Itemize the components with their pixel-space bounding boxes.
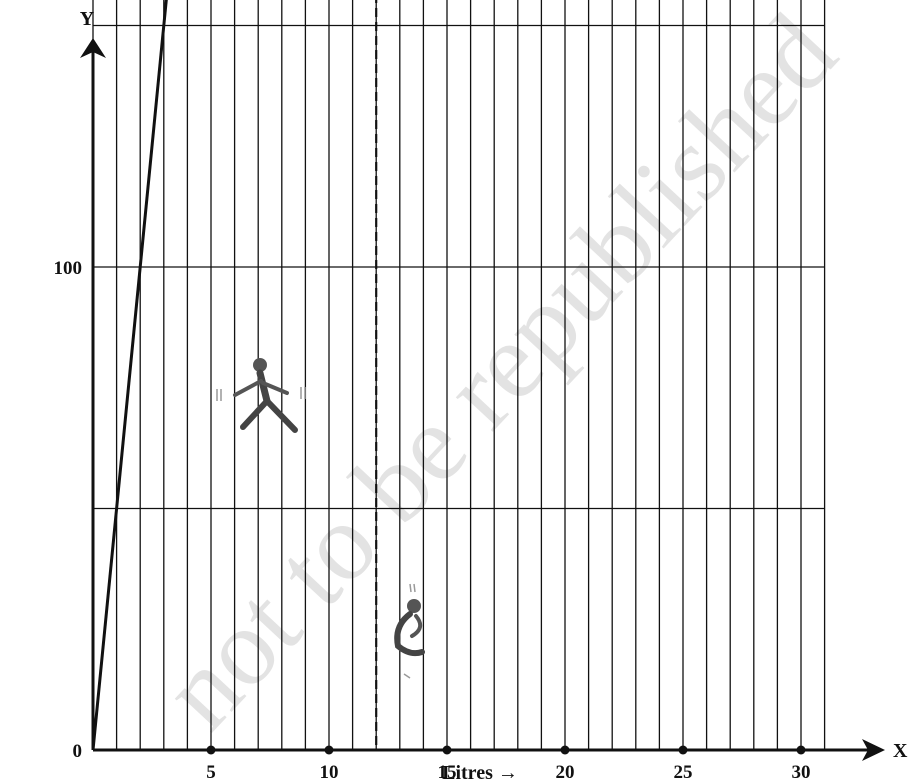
x-tick-label: 10 (320, 762, 339, 783)
x-tick-label: 30 (792, 762, 811, 783)
y-axis-letter: Y (80, 8, 95, 30)
sitting-figure-icon (394, 583, 425, 679)
x-tick-label: 20 (556, 762, 575, 783)
y-tick-label: 100 (54, 258, 83, 279)
y-axis-arrow (80, 38, 106, 58)
watermark-text: not to be republished (138, 0, 859, 751)
x-tick-dot (560, 745, 570, 755)
x-axis-title: Litres → (442, 762, 518, 784)
x-tick-dot (324, 745, 334, 755)
dashed-guides: P (375, 0, 378, 750)
x-tick-dot (206, 745, 216, 755)
y-tick-label: 0 (73, 741, 83, 762)
x-axis-letter: X (893, 740, 908, 762)
x-tick-label: 15 (438, 762, 457, 783)
x-tick-label: 5 (206, 762, 216, 783)
tick-labels: 0100200300400500600700800900100011001200… (54, 258, 811, 783)
x-axis-arrow (862, 739, 885, 761)
x-tick-dot (442, 745, 452, 755)
x-tick-dot (678, 745, 688, 755)
x-tick-dot (796, 745, 806, 755)
x-tick-label: 25 (674, 762, 693, 783)
running-man-icon (216, 358, 306, 433)
